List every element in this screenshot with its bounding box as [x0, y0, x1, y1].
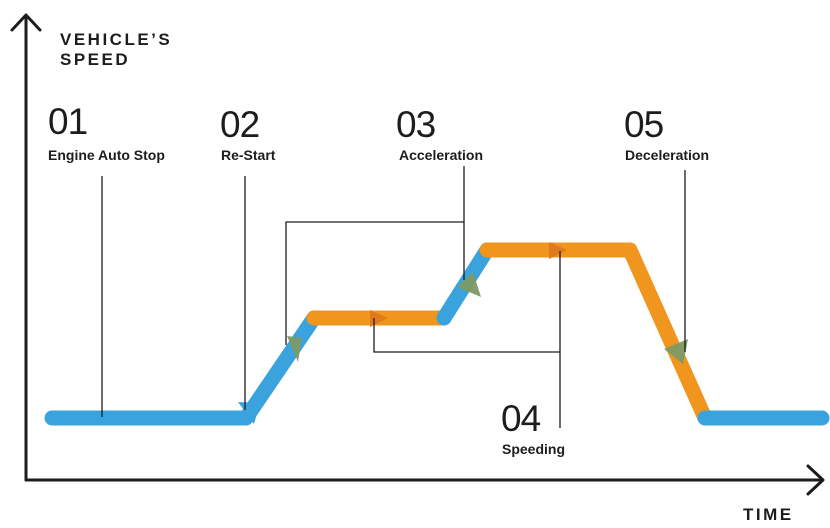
- arrow-restart: [238, 402, 260, 424]
- phase-01-number: 01: [48, 101, 88, 142]
- segment-speeding: [479, 242, 713, 426]
- leader-03: [285, 166, 465, 345]
- y-axis-title: VEHICLE’S SPEED: [60, 30, 172, 70]
- leader-lines: [101, 166, 686, 428]
- phase-02-number: 02: [220, 104, 260, 145]
- x-axis-title: TIME: [743, 505, 794, 524]
- phase-04-number: 04: [501, 398, 541, 439]
- axes: [10, 13, 825, 496]
- arrow-rise-2: [457, 272, 481, 297]
- y-axis-title-line1: VEHICLE’S: [60, 30, 173, 49]
- leader-04: [373, 251, 561, 428]
- arrow-speeding: [549, 242, 567, 259]
- phase-04-label: Speeding: [502, 441, 566, 457]
- arrow-decel: [664, 339, 688, 364]
- segment-engine-stop: [44, 310, 322, 426]
- arrow-rise-1: [287, 336, 302, 362]
- x-axis-arrowhead: [806, 464, 825, 496]
- speed-profile: [44, 242, 830, 426]
- phase-03-label: Acceleration: [399, 147, 484, 163]
- direction-arrows: [238, 242, 688, 424]
- y-axis-title-line2: SPEED: [60, 50, 131, 69]
- phase-03-number: 03: [396, 104, 436, 145]
- phase-05-number: 05: [624, 104, 664, 145]
- phase-01-label: Engine Auto Stop: [48, 147, 165, 163]
- y-axis-arrowhead: [10, 13, 42, 32]
- phase-02-label: Re-Start: [221, 147, 276, 163]
- phase-05-label: Deceleration: [625, 147, 710, 163]
